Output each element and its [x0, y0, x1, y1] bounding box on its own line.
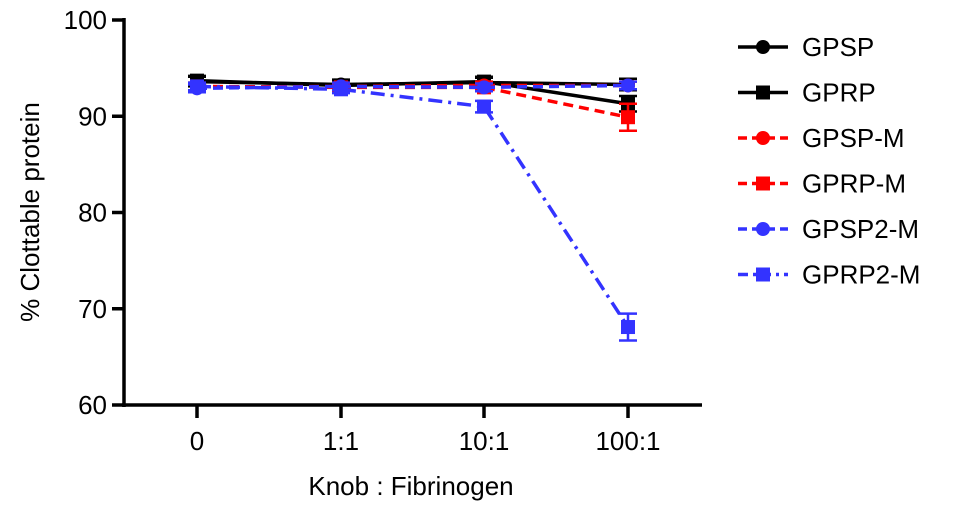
legend-label: GPRP [802, 78, 876, 108]
legend-label: GPRP2-M [802, 260, 920, 290]
y-ticks: 60 70 80 90 100 [64, 5, 124, 420]
plot-area [188, 73, 637, 342]
data-point [190, 79, 204, 94]
x-tick-label: 10:1 [459, 426, 510, 456]
y-axis-title: % Clottable protein [15, 102, 45, 322]
data-point [477, 80, 491, 95]
data-point [621, 78, 635, 93]
legend: GPSP GPRP GPSP-M GPRP-M GPSP2-M GPRP2-M [738, 32, 920, 290]
axes [122, 18, 702, 407]
series-line [196, 84, 630, 328]
legend-marker [756, 222, 770, 236]
data-point [621, 110, 635, 125]
legend-label: GPRP-M [802, 169, 906, 199]
data-point [477, 99, 491, 114]
legend-marker [756, 267, 770, 282]
x-tick-label: 1:1 [323, 426, 359, 456]
y-tick-label: 60 [78, 390, 107, 420]
legend-item-gpsp2-m: GPSP2-M [738, 214, 919, 244]
legend-item-gpsp: GPSP [738, 32, 874, 62]
data-point [334, 82, 348, 97]
legend-item-gprp-m: GPRP-M [738, 169, 906, 199]
legend-marker [756, 40, 770, 54]
x-tick-label: 0 [190, 426, 204, 456]
y-tick-label: 100 [64, 5, 107, 35]
x-axis-title: Knob : Fibrinogen [308, 471, 513, 501]
series-gprp2-m [188, 79, 637, 342]
data-point [621, 320, 635, 335]
legend-label: GPSP2-M [802, 214, 919, 244]
series-line [196, 78, 629, 106]
y-tick-label: 80 [78, 198, 107, 228]
legend-marker [756, 176, 770, 191]
legend-marker [756, 85, 770, 100]
x-tick-label: 100:1 [595, 426, 660, 456]
y-tick-label: 70 [78, 294, 107, 324]
legend-item-gprp2-m: GPRP2-M [738, 260, 920, 290]
legend-item-gpsp-m: GPSP-M [738, 123, 905, 153]
legend-marker [756, 131, 770, 145]
x-ticks: 0 1:1 10:1 100:1 [190, 405, 661, 456]
series-line [196, 84, 629, 119]
legend-item-gprp: GPRP [738, 78, 876, 108]
legend-label: GPSP [802, 32, 874, 62]
y-tick-label: 90 [78, 101, 107, 131]
legend-label: GPSP-M [802, 123, 905, 153]
series-line [196, 83, 629, 91]
